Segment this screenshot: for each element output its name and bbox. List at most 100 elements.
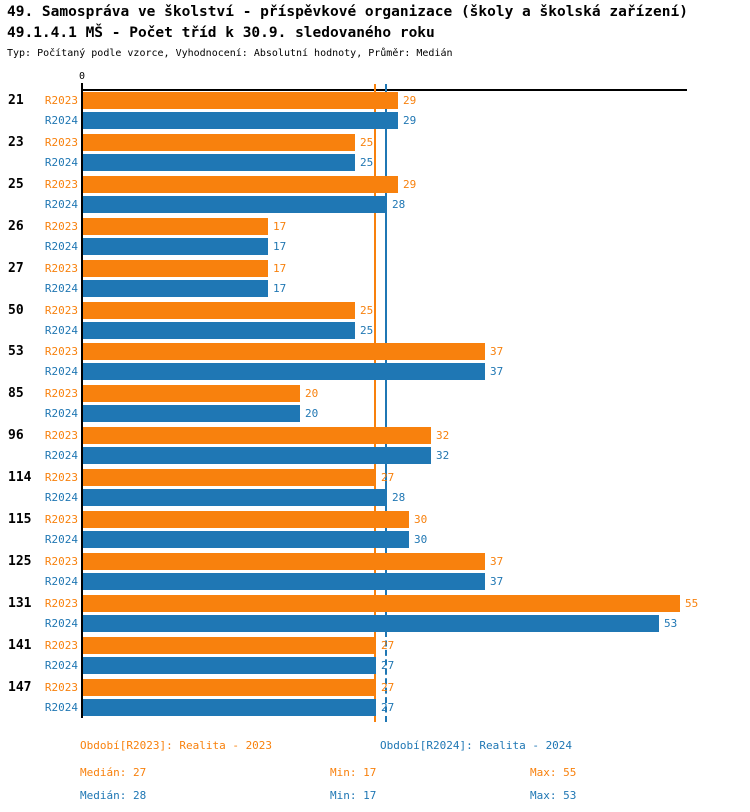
stat-median-r2024: Medián: 28 bbox=[80, 789, 147, 802]
bar-value-label: 25 bbox=[360, 323, 374, 337]
bar-r2023 bbox=[83, 678, 376, 696]
chart-meta-line: Typ: Počítaný podle vzorce, Vyhodnocení:… bbox=[7, 48, 453, 59]
bar-value-label: 53 bbox=[664, 616, 678, 630]
category-group: 114 R2023 27 R2024 28 bbox=[0, 467, 750, 509]
bar-r2023 bbox=[83, 552, 485, 570]
bar-r2024 bbox=[83, 531, 409, 548]
bar-value-label: 27 bbox=[381, 471, 395, 485]
bar-value-label: 17 bbox=[273, 261, 287, 275]
category-group: 50 R2023 25 R2024 25 bbox=[0, 300, 750, 342]
bar-r2024 bbox=[83, 405, 300, 423]
series-label-r2024: R2024 bbox=[44, 616, 78, 630]
bar-value-label: 30 bbox=[414, 513, 428, 526]
stat-max-r2024: Max: 53 bbox=[530, 789, 577, 802]
series-label-r2023: R2023 bbox=[44, 219, 78, 233]
bar-value-label: 32 bbox=[436, 449, 450, 463]
bar-r2023 bbox=[83, 343, 485, 361]
bar-value-label: 27 bbox=[381, 638, 395, 652]
bar-r2023 bbox=[83, 259, 268, 277]
series-label-r2023: R2023 bbox=[44, 261, 78, 275]
series-label-r2023: R2023 bbox=[44, 596, 78, 610]
category-label: 147 bbox=[8, 679, 32, 695]
y-axis-line bbox=[81, 89, 83, 718]
category-group: 96 R2023 32 R2024 32 bbox=[0, 425, 750, 467]
category-group: 131 R2023 55 R2024 53 bbox=[0, 593, 750, 635]
series-label-r2023: R2023 bbox=[44, 177, 78, 191]
category-group: 26 R2023 17 R2024 17 bbox=[0, 216, 750, 258]
category-group: 53 R2023 37 R2024 37 bbox=[0, 341, 750, 383]
x-axis-origin-label: 0 bbox=[78, 71, 86, 82]
bar-value-label: 25 bbox=[360, 303, 374, 317]
series-label-r2023: R2023 bbox=[44, 387, 78, 401]
series-label-r2023: R2023 bbox=[44, 303, 78, 317]
category-label: 26 bbox=[8, 218, 24, 234]
series-label-r2023: R2023 bbox=[44, 429, 78, 443]
bar-r2024 bbox=[83, 279, 268, 297]
bar-r2024 bbox=[83, 112, 398, 129]
page-title-line1: 49. Samospráva ve školství - příspěvkové… bbox=[7, 4, 688, 20]
bar-r2024 bbox=[83, 363, 485, 381]
bar-r2023 bbox=[83, 92, 398, 109]
stat-median-r2023: Medián: 27 bbox=[80, 766, 147, 779]
bar-r2024 bbox=[83, 698, 376, 716]
bar-value-label: 29 bbox=[403, 94, 417, 107]
series-label-r2023: R2023 bbox=[44, 680, 78, 694]
legend-item-r2023: Období[R2023]: Realita - 2023 bbox=[80, 739, 273, 752]
bar-r2024 bbox=[83, 153, 355, 171]
bar-value-label: 30 bbox=[414, 533, 428, 546]
series-label-r2024: R2024 bbox=[44, 407, 78, 421]
category-label: 21 bbox=[8, 93, 24, 108]
bar-value-label: 28 bbox=[392, 491, 406, 505]
series-label-r2024: R2024 bbox=[44, 533, 78, 546]
category-group: 25 R2023 29 R2024 28 bbox=[0, 174, 750, 216]
bar-value-label: 17 bbox=[273, 239, 287, 253]
bar-r2023 bbox=[83, 133, 355, 151]
category-group: 147 R2023 27 R2024 27 bbox=[0, 677, 750, 719]
page-title-line2: 49.1.4.1 MŠ - Počet tříd k 30.9. sledova… bbox=[7, 25, 435, 41]
bar-value-label: 17 bbox=[273, 281, 287, 295]
category-label: 23 bbox=[8, 134, 24, 150]
bar-r2023 bbox=[83, 175, 398, 193]
bar-value-label: 29 bbox=[403, 177, 417, 191]
series-label-r2024: R2024 bbox=[44, 155, 78, 169]
series-label-r2023: R2023 bbox=[44, 471, 78, 485]
category-group: 21 R2023 29 R2024 29 bbox=[0, 90, 750, 132]
series-label-r2023: R2023 bbox=[44, 554, 78, 568]
bar-value-label: 37 bbox=[490, 345, 504, 359]
category-group: 23 R2023 25 R2024 25 bbox=[0, 132, 750, 174]
legend-item-r2024: Období[R2024]: Realita - 2024 bbox=[380, 739, 573, 752]
category-label: 125 bbox=[8, 553, 32, 569]
series-label-r2024: R2024 bbox=[44, 281, 78, 295]
series-label-r2024: R2024 bbox=[44, 239, 78, 253]
category-group: 85 R2023 20 R2024 20 bbox=[0, 383, 750, 425]
category-label: 25 bbox=[8, 176, 24, 192]
median-line-r2024-dashed-segment bbox=[385, 631, 387, 722]
bar-r2023 bbox=[83, 636, 376, 654]
category-label: 115 bbox=[8, 512, 32, 527]
category-label: 50 bbox=[8, 302, 24, 318]
category-label: 27 bbox=[8, 260, 24, 276]
category-label: 114 bbox=[8, 470, 32, 486]
bar-r2024 bbox=[83, 489, 387, 507]
bar-value-label: 37 bbox=[490, 554, 504, 568]
bar-value-label: 20 bbox=[305, 387, 319, 401]
bar-r2023 bbox=[83, 301, 355, 319]
stat-min-r2024: Min: 17 bbox=[330, 789, 377, 802]
series-label-r2024: R2024 bbox=[44, 574, 78, 588]
x-axis-origin-tick bbox=[81, 83, 83, 90]
series-label-r2024: R2024 bbox=[44, 491, 78, 505]
stat-max-r2023: Max: 55 bbox=[530, 766, 577, 779]
series-label-r2024: R2024 bbox=[44, 658, 78, 672]
stat-min-r2023: Min: 17 bbox=[330, 766, 377, 779]
category-label: 96 bbox=[8, 428, 24, 444]
category-label: 141 bbox=[8, 637, 32, 653]
bar-value-label: 25 bbox=[360, 135, 374, 149]
bar-value-label: 37 bbox=[490, 574, 504, 588]
bar-value-label: 55 bbox=[685, 596, 699, 610]
category-group: 115 R2023 30 R2024 30 bbox=[0, 509, 750, 551]
series-label-r2023: R2023 bbox=[44, 94, 78, 107]
series-label-r2024: R2024 bbox=[44, 449, 78, 463]
bar-r2024 bbox=[83, 447, 431, 465]
bar-value-label: 32 bbox=[436, 429, 450, 443]
